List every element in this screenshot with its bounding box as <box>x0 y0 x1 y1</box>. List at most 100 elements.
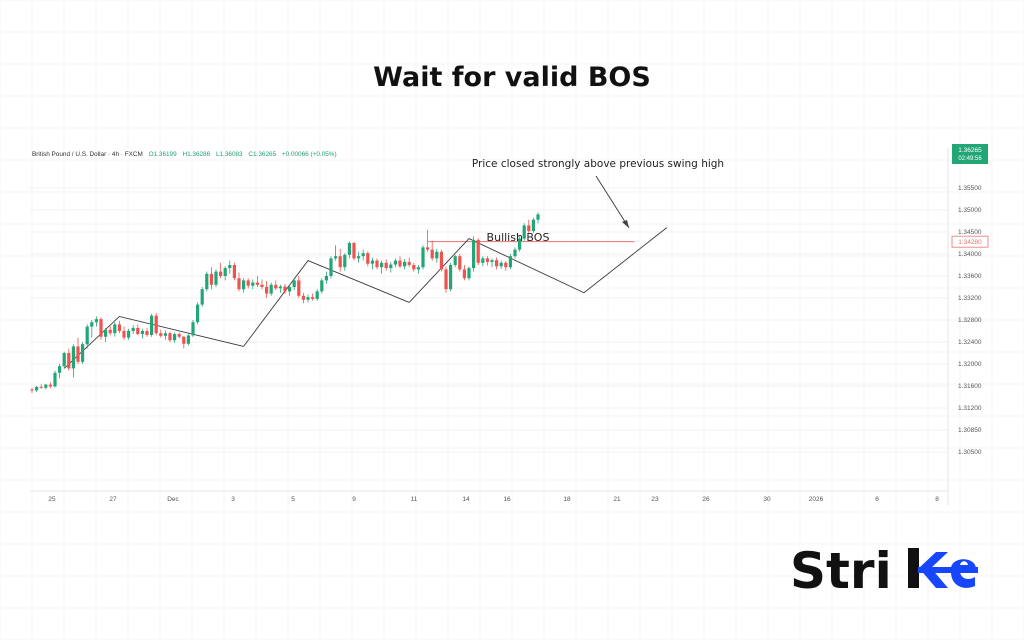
candle <box>347 241 351 259</box>
level-badge-text: 1.34280 <box>958 239 982 246</box>
candle <box>58 364 62 379</box>
candle <box>196 302 200 325</box>
candle <box>44 383 48 390</box>
candle <box>536 212 540 224</box>
x-tick-label: 3 <box>231 496 235 503</box>
candle <box>421 245 425 270</box>
candle <box>251 279 255 290</box>
candle <box>297 276 301 298</box>
candle <box>375 258 379 270</box>
y-tick-label: 1.35000 <box>958 207 982 214</box>
y-axis-labels: 1.35500 1.35000 1.34500 1.34000 1.33600 1.332… <box>958 185 982 456</box>
x-tick-label: 18 <box>563 496 571 503</box>
candle <box>343 253 347 271</box>
candle <box>495 257 499 270</box>
candle <box>283 283 287 294</box>
y-tick-label: 1.31200 <box>958 405 982 412</box>
candle <box>426 229 430 252</box>
strike-logo: Stri <box>790 542 978 600</box>
bos-label: Bullish BOS <box>487 231 550 244</box>
candle <box>458 254 462 272</box>
y-tick-label: 1.32000 <box>958 361 982 368</box>
x-tick-label: 23 <box>651 496 659 503</box>
candle <box>481 256 485 267</box>
candle <box>94 316 98 327</box>
candle <box>361 249 365 261</box>
candle <box>527 219 531 233</box>
candle <box>338 248 342 272</box>
candle <box>265 281 269 298</box>
candle <box>85 324 89 349</box>
candle <box>90 320 94 338</box>
candle <box>357 251 361 263</box>
candle <box>219 262 223 279</box>
x-tick-label: 5 <box>291 496 295 503</box>
candle <box>416 265 420 274</box>
candle <box>398 256 402 269</box>
y-tick-label: 1.30850 <box>958 427 982 434</box>
candle <box>237 272 241 292</box>
candle <box>292 278 296 291</box>
x-tick-label: 25 <box>48 496 56 503</box>
candle <box>485 256 489 266</box>
candle <box>531 217 535 233</box>
candle <box>127 328 131 340</box>
candle <box>67 348 71 371</box>
candle <box>104 327 108 342</box>
x-tick-label: 11 <box>411 496 418 503</box>
candle <box>288 284 292 296</box>
y-tick-label: 1.33600 <box>958 273 982 280</box>
candle <box>412 262 416 272</box>
candle <box>269 282 273 296</box>
candle <box>384 259 388 271</box>
candle <box>35 386 39 393</box>
candle <box>150 313 154 337</box>
y-tick-label: 1.34000 <box>958 251 982 258</box>
x-tick-label: 16 <box>503 496 511 503</box>
note-label: Price closed strongly above previous swi… <box>472 158 724 170</box>
candle <box>200 287 204 307</box>
candle <box>81 342 85 364</box>
candle <box>173 332 177 343</box>
candle <box>117 320 121 334</box>
x-tick-label: 14 <box>462 496 470 503</box>
candle <box>430 240 434 261</box>
candle <box>186 334 190 346</box>
candle <box>513 247 517 259</box>
symbol-open: O1.36199 <box>149 151 178 158</box>
candle <box>242 278 246 293</box>
note-arrowhead <box>622 220 629 228</box>
x-tick-label: 27 <box>109 496 117 503</box>
candles <box>30 212 540 394</box>
candle <box>113 322 117 337</box>
candle <box>278 284 282 293</box>
y-tick-label: 1.33200 <box>958 295 982 302</box>
y-tick-label: 1.32400 <box>958 339 982 346</box>
candle <box>71 344 75 378</box>
y-tick-label: 1.34500 <box>958 229 982 236</box>
candle <box>76 337 80 364</box>
candle <box>444 266 448 293</box>
candle <box>136 324 140 336</box>
candle <box>472 236 476 272</box>
candle <box>108 326 112 336</box>
note-arrow <box>595 175 630 229</box>
candle <box>467 266 471 281</box>
candle <box>301 292 305 304</box>
candle <box>62 351 66 369</box>
candle <box>453 254 457 268</box>
candle <box>366 251 370 267</box>
candle <box>490 258 494 268</box>
candle <box>370 257 374 270</box>
candle <box>159 329 163 338</box>
candle <box>439 249 443 272</box>
y-tick-label: 1.35500 <box>958 185 982 192</box>
candle <box>518 236 522 252</box>
price-badge: 1.36265 02:49:56 <box>952 144 988 164</box>
candle <box>168 331 172 342</box>
candle <box>352 241 356 261</box>
candle <box>306 294 310 303</box>
svg-text:Stri: Stri <box>790 542 892 600</box>
candle <box>131 325 135 335</box>
